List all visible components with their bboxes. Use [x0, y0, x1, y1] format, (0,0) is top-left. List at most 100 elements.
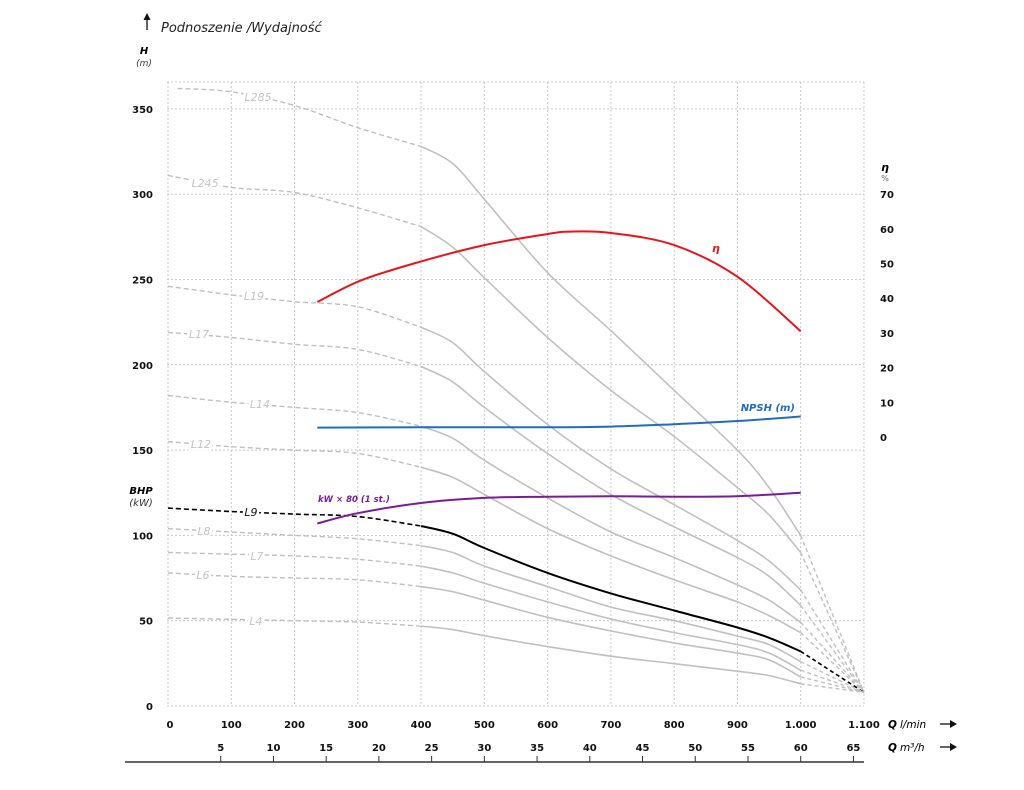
- x-axis-label: Q: [888, 719, 897, 731]
- head-curve-l4: L4: [167, 613, 865, 694]
- head-curve-l14: L14: [167, 394, 865, 693]
- bhp-axis-label: BHP: [129, 486, 153, 497]
- x2-tick-label: 50: [688, 743, 702, 754]
- x-tick-label: 700: [600, 720, 621, 731]
- x2-axis-label: Q: [888, 742, 897, 754]
- curve-solid-segment: [420, 525, 802, 653]
- right-axis-unit: %: [881, 174, 889, 183]
- curve-solid-segment: [420, 466, 802, 634]
- curve-dashed-segment: [167, 572, 422, 588]
- curve-label: L4: [249, 615, 262, 628]
- right-tick-label: 50: [880, 260, 894, 271]
- x2-tick-label: 40: [583, 743, 597, 754]
- right-tick-label: 20: [880, 364, 894, 375]
- x-axis-unit: l/min: [900, 719, 926, 731]
- x2-tick-label: 10: [266, 743, 280, 754]
- curve-dashed-segment: [167, 440, 422, 468]
- curve-dashed-segment: [167, 174, 422, 228]
- curve-label: L6: [196, 569, 209, 582]
- x2-tick-label: 5: [217, 743, 224, 754]
- x-tick-label: 800: [664, 720, 685, 731]
- arrow-right-icon: [940, 720, 957, 728]
- curve-solid-segment: [421, 625, 801, 685]
- curve-dashed-segment: [800, 621, 865, 693]
- x2-tick-label: 15: [319, 743, 333, 754]
- curve-dashed-segment: [167, 507, 422, 527]
- curve-dashed-segment: [800, 552, 865, 693]
- curve-label: L19: [244, 290, 264, 303]
- curve-dashed-segment: [800, 683, 865, 694]
- bhp-axis-unit: (kW): [129, 498, 152, 509]
- curve-solid-segment: [420, 225, 802, 554]
- curve-solid-segment: [420, 145, 802, 536]
- power-label: kW × 80 (1 st.): [318, 495, 390, 505]
- right-tick-label: 40: [880, 294, 894, 305]
- x-tick-label: 300: [347, 720, 368, 731]
- head-curve-l9: L9: [167, 504, 865, 694]
- x2-tick-label: 25: [425, 743, 439, 754]
- up-arrow-icon: [143, 13, 151, 30]
- head-curve-l17: L17: [167, 326, 865, 693]
- head-curve-l12: L12: [167, 436, 865, 693]
- y-tick-label: 150: [132, 446, 153, 457]
- curve-dashed-segment: [167, 331, 422, 368]
- curve-solid-segment: [420, 365, 802, 606]
- head-curve-l6: L6: [167, 567, 865, 694]
- right-tick-label: 70: [880, 190, 894, 201]
- x2-tick-label: 65: [846, 743, 860, 754]
- x-tick-label: 100: [221, 720, 242, 731]
- curve-dashed-segment: [800, 589, 865, 693]
- curve-label: L8: [197, 525, 210, 538]
- y-tick-label: 50: [139, 617, 153, 628]
- x2-tick-label: 55: [741, 743, 755, 754]
- y-tick-label: 350: [132, 105, 153, 116]
- x2-tick-label: 60: [794, 743, 808, 754]
- npsh-curve: [317, 415, 801, 429]
- y-tick-label: 0: [146, 702, 153, 713]
- head-curve-l7: L7: [167, 548, 865, 694]
- y-tick-label: 300: [132, 190, 153, 201]
- curve-label: L17: [189, 328, 209, 341]
- efficiency-label: η: [712, 242, 720, 255]
- x-tick-label: 1.000: [785, 720, 817, 731]
- head-curve-l285: L285: [177, 87, 865, 693]
- right-tick-label: 10: [880, 398, 894, 409]
- svg-text:Qm³/h: Qm³/h: [888, 742, 925, 754]
- curve-solid-segment: [420, 565, 802, 671]
- chart-title: Podnoszenie /Wydajność: [161, 21, 323, 36]
- x-tick-label: 400: [411, 720, 432, 731]
- curve-dashed-segment: [167, 551, 422, 567]
- right-tick-label: 60: [880, 225, 894, 236]
- curve-dashed-segment: [167, 394, 422, 427]
- right-tick-label: 0: [880, 433, 887, 444]
- curve-dashed-segment: [800, 660, 865, 694]
- head-curve-l245: L245: [167, 174, 865, 693]
- curve-dashed-segment: [800, 535, 865, 693]
- curve-dashed-segment: [167, 617, 422, 627]
- performance-curves: η NPSH (m) kW × 80 (1 st.): [316, 230, 802, 525]
- curve-dashed-segment: [167, 285, 422, 328]
- x2-axis-unit: m³/h: [900, 742, 925, 754]
- curve-dashed-segment: [800, 604, 865, 693]
- npsh-label: NPSH (m): [741, 403, 795, 414]
- arrow-right-icon: [940, 743, 957, 751]
- x-tick-label: 0: [167, 720, 174, 731]
- x-tick-label: 900: [727, 720, 748, 731]
- y-tick-label: 200: [132, 361, 153, 372]
- x-tick-label: 1.100: [848, 720, 880, 731]
- right-tick-label: 30: [880, 329, 894, 340]
- curve-solid-segment: [420, 425, 802, 624]
- y-axis-unit: (m): [136, 59, 152, 69]
- curve-solid-segment: [420, 544, 802, 663]
- curve-label: L12: [191, 438, 211, 451]
- x2-tick-label: 30: [477, 743, 491, 754]
- axes: Podnoszenie /Wydajność H (m) BHP (kW) η …: [125, 13, 957, 763]
- curve-dashed-segment: [167, 527, 422, 547]
- curve-solid-segment: [420, 585, 802, 678]
- head-curve-l8: L8: [167, 523, 865, 694]
- curve-label: L7: [250, 550, 263, 563]
- x2-tick-label: 20: [372, 743, 386, 754]
